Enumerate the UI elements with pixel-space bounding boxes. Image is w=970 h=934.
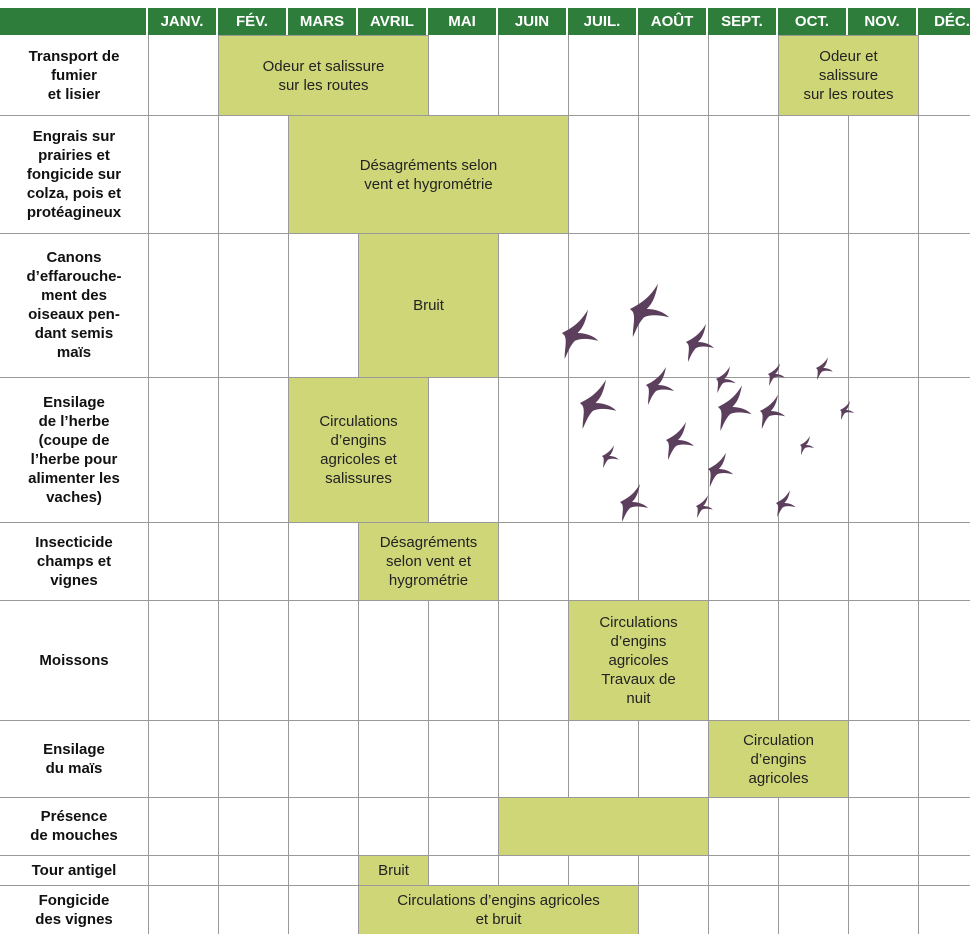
month-header: NOV. — [848, 8, 918, 35]
row-label: Transport de fumier et lisier — [28, 47, 120, 103]
row-label: Fongicide des vignes — [35, 891, 113, 928]
column-line — [708, 35, 709, 934]
period-bar: Désagréments selon vent et hygrométrie — [288, 115, 569, 234]
period-bar: Odeur et salissure sur les routes — [218, 35, 429, 116]
month-header: AOÛT — [638, 8, 708, 35]
month-header: SEPT. — [708, 8, 778, 35]
period-bar: Odeur et salissure sur les routes — [778, 35, 919, 116]
row-line — [0, 377, 970, 378]
row-label: Engrais sur prairies et fongicide sur co… — [26, 127, 122, 221]
column-line — [218, 35, 219, 934]
period-bar: Circulations d’engins agricoles et salis… — [288, 377, 429, 523]
period-bar: Circulations d’engins agricoles Travaux … — [568, 600, 709, 721]
column-line — [918, 35, 919, 934]
period-bar — [498, 797, 709, 856]
month-header: MARS — [288, 8, 358, 35]
period-bar: Désagréments selon vent et hygrométrie — [358, 522, 499, 601]
row-label: Tour antigel — [31, 861, 117, 879]
period-bar: Circulation d’engins agricoles — [708, 720, 849, 798]
row-label: Ensilage de l’herbe (coupe de l’herbe po… — [28, 393, 120, 506]
column-line — [778, 35, 779, 934]
row-label: Moissons — [39, 651, 109, 669]
column-line — [568, 35, 569, 934]
month-header: AVRIL — [358, 8, 428, 35]
column-line — [148, 35, 149, 934]
month-header: MAI — [428, 8, 498, 35]
row-label: Présence de mouches — [30, 808, 118, 844]
row-label: Ensilage du maïs — [43, 740, 105, 777]
row-line — [0, 720, 970, 721]
column-line — [498, 35, 499, 934]
row-label: Insecticide champs et vignes — [35, 533, 113, 589]
period-bar: Bruit — [358, 233, 499, 378]
month-header: JANV. — [148, 8, 218, 35]
column-line — [638, 35, 639, 934]
month-header: OCT. — [778, 8, 848, 35]
month-header: FÉV. — [218, 8, 288, 35]
row-label: Canons d’effarouche- ment des oiseaux pe… — [26, 249, 122, 361]
row-line — [0, 600, 970, 601]
row-line — [0, 797, 970, 798]
row-line — [0, 855, 970, 856]
header-corner — [0, 8, 148, 35]
month-header: DÉC. — [918, 8, 970, 35]
month-header: JUIN — [498, 8, 568, 35]
period-bar: Bruit — [358, 855, 429, 886]
period-bar: Circulations d’engins agricoles et bruit — [358, 885, 639, 934]
birds-illustration — [562, 283, 854, 522]
month-header: JUIL. — [568, 8, 638, 35]
column-line — [848, 35, 849, 934]
